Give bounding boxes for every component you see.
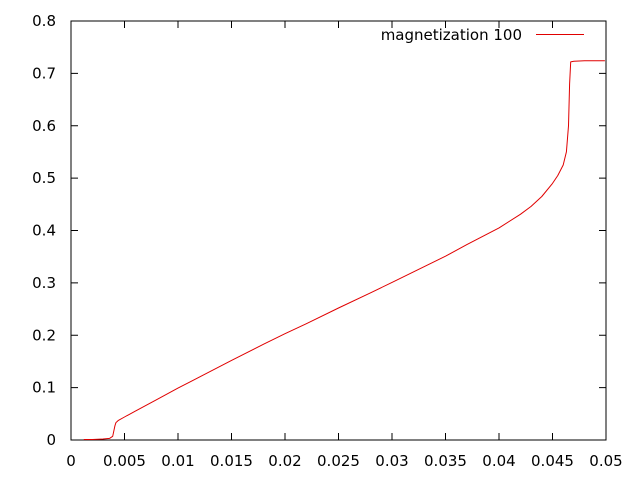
y-tick-label: 0.5 — [32, 169, 56, 187]
y-tick-label: 0.6 — [32, 117, 56, 135]
plot-frame — [70, 20, 607, 441]
y-tick-label: 0.2 — [32, 326, 56, 344]
x-axis-ticks: 0 0.005 0.01 0.015 0.02 0.025 0.03 0.035 0.04 0.0… — [66, 21, 623, 470]
x-tick-label: 0.02 — [268, 452, 301, 470]
x-tick-label: 0.035 — [424, 452, 467, 470]
legend: magnetization 100 — [381, 26, 584, 44]
x-tick-label: 0 — [66, 452, 76, 470]
legend-label: magnetization 100 — [381, 26, 522, 44]
y-tick-label: 0.8 — [32, 12, 56, 30]
x-tick-label: 0.03 — [375, 452, 408, 470]
x-tick-label: 0.025 — [317, 452, 360, 470]
x-tick-label: 0.015 — [210, 452, 253, 470]
y-tick-label: 0 — [46, 431, 56, 449]
y-tick-label: 0.3 — [32, 274, 56, 292]
x-tick-label: 0.05 — [589, 452, 622, 470]
x-tick-label: 0.045 — [531, 452, 574, 470]
x-tick-label: 0.005 — [103, 452, 146, 470]
y-tick-label: 0.7 — [32, 64, 56, 82]
y-axis-ticks: 0 0.1 0.2 0.3 0.4 0.5 0.6 0.7 0.8 — [32, 12, 606, 449]
series-layer — [83, 60, 605, 440]
x-tick-label: 0.04 — [482, 452, 515, 470]
x-tick-label: 0.01 — [161, 452, 194, 470]
series-line-0 — [83, 60, 605, 440]
y-tick-label: 0.1 — [32, 379, 56, 397]
y-tick-label: 0.4 — [32, 222, 56, 240]
